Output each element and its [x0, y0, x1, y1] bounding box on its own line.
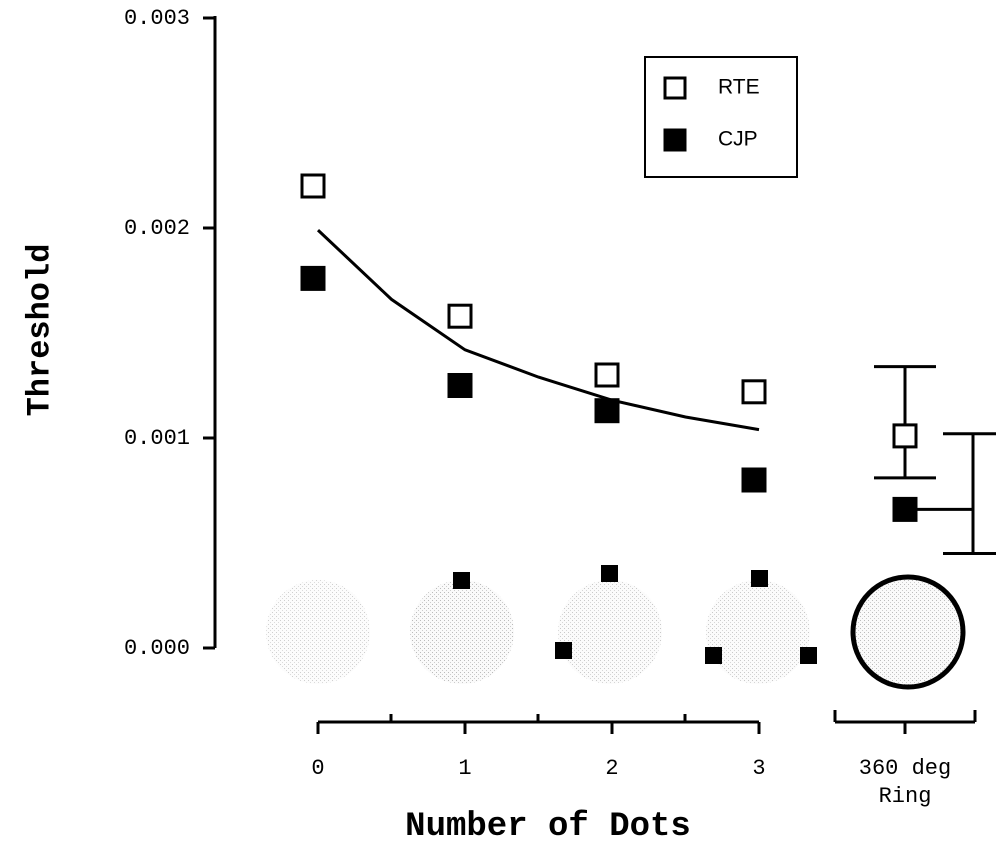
point [594, 398, 620, 424]
point [300, 265, 326, 291]
x-axis-title: Number of Dots [405, 808, 691, 842]
x-tick-label: 0 [311, 756, 324, 781]
x-axis [318, 710, 977, 724]
point [594, 362, 620, 388]
stimulus-icons [266, 565, 966, 690]
point [447, 373, 473, 398]
point [892, 496, 918, 522]
y-tick-label: 0.003 [124, 6, 190, 31]
point [741, 379, 767, 405]
legend-label: CJP [718, 128, 758, 151]
legend-box [644, 56, 798, 178]
point [892, 423, 918, 449]
point [447, 303, 473, 329]
fit-line [316, 229, 760, 432]
point [300, 173, 326, 199]
point [741, 467, 767, 493]
y-tick-label: 0.000 [124, 636, 190, 661]
legend-label: RTE [718, 76, 760, 99]
x-tick-label: 1 [458, 756, 471, 781]
x-tick-label: 360 deg Ring [859, 756, 951, 809]
y-axis-title: Threshold [21, 244, 58, 417]
x-tick-label: 2 [605, 756, 618, 781]
legend-swatch [663, 128, 687, 152]
y-tick-label: 0.001 [124, 426, 190, 451]
y-tick-label: 0.002 [124, 216, 190, 241]
x-tick-label: 3 [752, 756, 765, 781]
legend-swatch [663, 76, 687, 100]
